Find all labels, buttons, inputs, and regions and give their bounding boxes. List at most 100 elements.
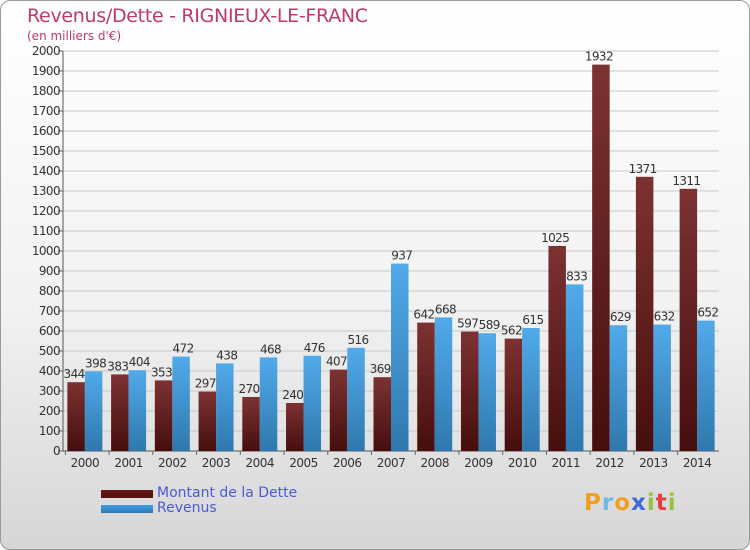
bar-debt — [373, 377, 391, 451]
bar-revenue — [653, 324, 671, 451]
bar-debt — [504, 338, 523, 451]
bar-revenue — [565, 284, 584, 451]
data-label-debt: 1025 — [541, 231, 569, 245]
data-label-debt: 297 — [195, 377, 216, 391]
x-tick-label: 2004 — [246, 456, 275, 470]
legend-label-debt: Montant de la Dette — [157, 485, 298, 501]
bar-revenue — [391, 263, 409, 451]
x-tick-label: 2012 — [595, 456, 624, 470]
data-label-debt: 383 — [107, 359, 128, 373]
data-label-debt: 407 — [326, 355, 347, 369]
y-tick-label: 1400 — [32, 164, 60, 178]
legend-label-revenue: Revenus — [157, 500, 217, 516]
bar-revenue — [522, 328, 540, 451]
x-tick-label: 2005 — [289, 456, 318, 470]
bar-revenue — [303, 355, 322, 451]
data-label-revenue: 438 — [216, 348, 237, 362]
y-tick-label: 400 — [39, 364, 60, 378]
data-label-revenue: 476 — [304, 341, 325, 355]
bar-debt — [67, 382, 85, 451]
bar-revenue — [216, 363, 234, 451]
y-tick-label: 700 — [39, 304, 60, 318]
y-tick-label: 900 — [39, 264, 60, 278]
y-tick-label: 1200 — [32, 204, 60, 218]
y-tick-label: 600 — [39, 324, 60, 338]
legend-swatch-debt — [101, 490, 153, 498]
logo-letter: t — [655, 490, 668, 516]
bar-debt — [592, 64, 610, 451]
x-tick-label: 2001 — [114, 456, 143, 470]
data-label-debt: 597 — [457, 317, 478, 331]
y-tick-label: 0 — [53, 444, 60, 458]
data-label-revenue: 589 — [479, 318, 500, 332]
bar-debt — [242, 397, 260, 451]
logo-letter: o — [614, 490, 632, 516]
data-label-debt: 642 — [413, 308, 434, 322]
data-label-revenue: 632 — [654, 310, 675, 324]
chart-title: Revenus/Dette - RIGNIEUX-LE-FRANC — [27, 5, 368, 27]
y-tick-label: 100 — [39, 424, 60, 438]
bar-debt — [548, 246, 566, 451]
y-tick-label: 1700 — [32, 104, 60, 118]
data-label-revenue: 404 — [129, 355, 150, 369]
data-label-revenue: 398 — [85, 356, 106, 370]
y-tick-label: 300 — [39, 384, 60, 398]
y-tick-label: 1100 — [32, 224, 60, 238]
bar-revenue — [697, 320, 715, 451]
data-label-revenue: 615 — [522, 313, 543, 327]
bar-revenue — [84, 371, 103, 451]
y-tick-label: 1600 — [32, 124, 60, 138]
x-tick-label: 2000 — [71, 456, 100, 470]
bar-debt — [154, 380, 173, 451]
x-tick-label: 2008 — [420, 456, 449, 470]
bar-debt — [286, 403, 304, 451]
y-tick-label: 1900 — [32, 64, 60, 78]
y-tick-label: 800 — [39, 284, 60, 298]
data-label-debt: 1311 — [672, 174, 700, 188]
bar-revenue — [128, 370, 147, 451]
bar-revenue — [478, 333, 496, 451]
data-label-revenue: 833 — [566, 269, 587, 283]
data-label-debt: 353 — [151, 365, 172, 379]
x-tick-label: 2006 — [333, 456, 362, 470]
y-tick-label: 1800 — [32, 84, 60, 98]
data-label-revenue: 668 — [435, 302, 456, 316]
x-tick-label: 2011 — [552, 456, 581, 470]
y-tick-label: 1500 — [32, 144, 60, 158]
bar-revenue — [172, 356, 190, 451]
logo-letter: r — [601, 490, 615, 516]
bar-debt — [679, 188, 698, 452]
logo-letter: P — [584, 490, 602, 516]
x-tick-label: 2014 — [683, 456, 712, 470]
data-label-revenue: 468 — [260, 342, 281, 356]
data-label-revenue: 472 — [173, 342, 194, 356]
data-label-debt: 369 — [370, 362, 391, 376]
data-label-revenue: 652 — [697, 306, 718, 320]
y-tick-label: 2000 — [32, 44, 60, 58]
bar-debt — [198, 391, 217, 451]
logo-letter: i — [646, 490, 656, 516]
data-label-debt: 1371 — [629, 162, 657, 176]
bar-revenue — [259, 357, 278, 451]
x-tick-label: 2002 — [158, 456, 187, 470]
data-label-debt: 562 — [501, 324, 522, 338]
x-tick-label: 2003 — [202, 456, 231, 470]
proxiti-logo: Proxiti — [584, 490, 677, 516]
data-label-debt: 270 — [238, 382, 259, 396]
bar-debt — [417, 322, 435, 451]
logo-letter: x — [631, 490, 647, 516]
bar-debt — [635, 176, 654, 452]
legend-swatch-revenue — [101, 505, 153, 513]
chart-subtitle: (en milliers d'€) — [27, 29, 122, 43]
x-tick-label: 2010 — [508, 456, 537, 470]
x-tick-label: 2013 — [639, 456, 668, 470]
bar-debt — [460, 331, 479, 451]
y-tick-label: 200 — [39, 404, 60, 418]
y-tick-label: 1000 — [32, 244, 60, 258]
bar-revenue — [609, 325, 628, 451]
y-tick-label: 1300 — [32, 184, 60, 198]
data-label-debt: 240 — [282, 388, 303, 402]
logo-letter: i — [667, 490, 677, 516]
